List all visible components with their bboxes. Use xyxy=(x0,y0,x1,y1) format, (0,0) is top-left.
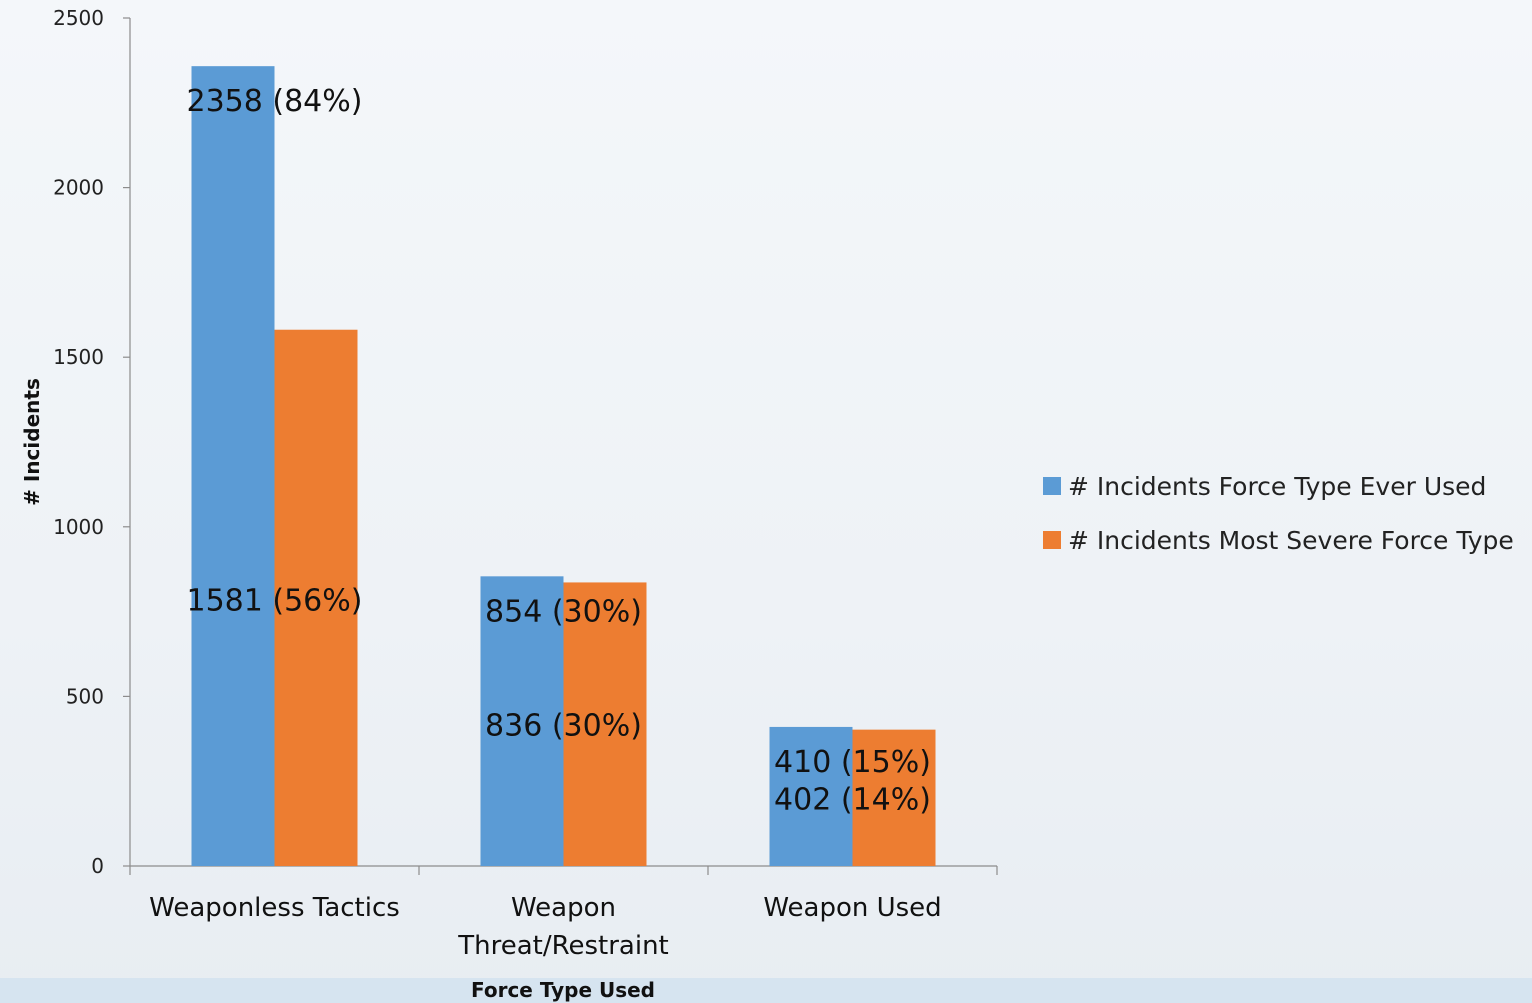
bar xyxy=(769,726,853,866)
y-tick-label: 2000 xyxy=(53,176,104,200)
y-axis-title: # Incidents xyxy=(20,378,44,506)
y-tick-label: 1500 xyxy=(53,345,104,369)
data-label: 854 (30%) xyxy=(485,594,642,629)
bottom-band xyxy=(0,978,1532,1003)
y-tick-label: 0 xyxy=(91,854,104,878)
legend-label: # Incidents Force Type Ever Used xyxy=(1068,472,1486,501)
bar xyxy=(852,729,936,866)
data-label: 410 (15%) xyxy=(774,745,931,780)
legend-swatch xyxy=(1043,531,1061,549)
bar xyxy=(563,582,647,866)
legend-swatch xyxy=(1043,477,1061,495)
x-tick-labels: Weaponless Tactics Weapon Threat/Restraint… xyxy=(149,893,942,961)
data-label: 836 (30%) xyxy=(485,708,642,743)
x-tick-label: Weaponless Tactics xyxy=(149,893,400,923)
y-tick-label: 500 xyxy=(66,684,104,708)
data-labels: 2358 (84%) 854 (30%) 410 (15%) 1581 (56%) 83… xyxy=(187,84,931,817)
x-axis-title: Force Type Used xyxy=(471,978,655,1002)
bar xyxy=(480,576,564,866)
y-tick-label: 2500 xyxy=(53,6,104,30)
bar xyxy=(191,66,275,867)
bars xyxy=(191,66,936,867)
legend-label: # Incidents Most Severe Force Type xyxy=(1068,526,1514,555)
data-label: 2358 (84%) xyxy=(187,84,363,119)
legend: # Incidents Force Type Ever Used # Incide… xyxy=(1043,472,1514,555)
x-tick-label: Weapon Used xyxy=(763,893,941,923)
data-label: 402 (14%) xyxy=(774,783,931,818)
bar xyxy=(274,329,358,866)
y-tick-label: 1000 xyxy=(53,515,104,539)
x-tick-label: Weapon Threat/Restraint xyxy=(457,893,669,961)
data-label: 1581 (56%) xyxy=(187,584,363,619)
